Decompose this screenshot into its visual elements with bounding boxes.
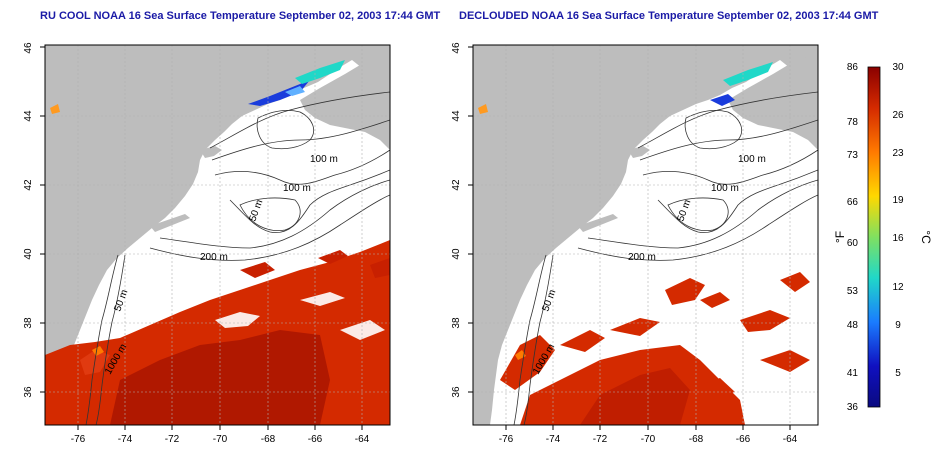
lon-tick-label: -70 xyxy=(213,434,228,445)
fahrenheit-unit: °F xyxy=(833,231,847,243)
lon-tick-label: -74 xyxy=(118,434,133,445)
lat-tick-marks xyxy=(468,46,473,393)
lon-tick-label: -70 xyxy=(641,434,656,445)
bathymetry-contours xyxy=(85,91,390,425)
lat-tick-label: 42 xyxy=(451,179,462,191)
f-tick-label: 60 xyxy=(847,238,859,249)
c-tick-label: 23 xyxy=(892,148,904,159)
lat-tick-label: 38 xyxy=(451,317,462,329)
contour-label: 100 m xyxy=(711,183,739,194)
lat-tick-label: 46 xyxy=(23,42,34,54)
gulf-of-maine-cold-water xyxy=(248,60,345,106)
right-panel-title: DECLOUDED NOAA 16 Sea Surface Temperatur… xyxy=(459,10,879,22)
nova-scotia xyxy=(300,54,390,150)
graticule xyxy=(45,45,390,425)
f-tick-label: 78 xyxy=(847,117,859,128)
lat-tick-label: 40 xyxy=(451,248,462,260)
raw-sst-map: 100 m 100 m 50 m 200 m 50 m 1000 m -76 -… xyxy=(23,42,391,445)
f-tick-label: 53 xyxy=(847,286,859,297)
contour-label: 100 m xyxy=(310,154,338,165)
long-island xyxy=(150,214,190,232)
lat-tick-label: 40 xyxy=(23,248,34,260)
lat-tick-label: 38 xyxy=(23,317,34,329)
warm-speck xyxy=(50,104,60,114)
contour-label: 100 m xyxy=(283,183,311,194)
land-mass xyxy=(473,45,818,425)
map-frame xyxy=(44,44,391,426)
c-tick-label: 5 xyxy=(895,368,901,379)
c-tick-label: 26 xyxy=(892,110,904,121)
lon-tick-label: -68 xyxy=(261,434,276,445)
colorbar-gradient xyxy=(867,66,881,408)
f-tick-label: 36 xyxy=(847,402,859,413)
graticule xyxy=(473,45,818,425)
celsius-unit: °C xyxy=(919,230,933,244)
f-tick-label: 48 xyxy=(847,320,859,331)
lat-tick-label: 44 xyxy=(451,110,462,122)
lon-tick-label: -74 xyxy=(546,434,561,445)
lon-tick-label: -64 xyxy=(783,434,798,445)
f-tick-label: 41 xyxy=(847,368,859,379)
land-mass xyxy=(45,45,390,425)
lon-tick-label: -66 xyxy=(736,434,751,445)
c-tick-label: 16 xyxy=(892,233,904,244)
contour-label: 200 m xyxy=(628,252,656,263)
gulf-of-maine-cold-water xyxy=(710,62,773,106)
fahrenheit-ticks: 86 78 73 66 60 53 48 41 36 xyxy=(847,62,859,413)
left-panel-title: RU COOL NOAA 16 Sea Surface Temperature … xyxy=(40,10,441,22)
map-frame xyxy=(472,44,819,426)
c-tick-label: 30 xyxy=(892,62,904,73)
c-tick-label: 9 xyxy=(895,320,901,331)
lon-tick-marks xyxy=(77,425,363,430)
celsius-ticks: 30 26 23 19 16 12 9 5 xyxy=(892,62,904,379)
lon-tick-label: -76 xyxy=(499,434,514,445)
lon-tick-label: -76 xyxy=(71,434,86,445)
lat-tick-label: 36 xyxy=(23,386,34,398)
cape-cod xyxy=(200,146,222,158)
long-island xyxy=(578,214,618,232)
f-tick-label: 86 xyxy=(847,62,859,73)
contour-label: 200 m xyxy=(200,252,228,263)
cape-cod xyxy=(628,146,650,158)
f-tick-label: 73 xyxy=(847,150,859,161)
lon-tick-label: -68 xyxy=(689,434,704,445)
lat-axis: 36 38 40 42 44 46 xyxy=(23,42,34,398)
lat-tick-label: 46 xyxy=(451,42,462,54)
temperature-colorbar: 86 78 73 66 60 53 48 41 36 30 26 23 19 1… xyxy=(833,62,933,413)
lat-tick-label: 36 xyxy=(451,386,462,398)
lon-tick-label: -64 xyxy=(355,434,370,445)
sst-patches xyxy=(500,272,810,425)
lon-tick-label: -72 xyxy=(593,434,608,445)
f-tick-label: 66 xyxy=(847,197,859,208)
lat-axis: 36 38 40 42 44 46 xyxy=(451,42,462,398)
warm-speck xyxy=(478,104,488,114)
c-tick-label: 19 xyxy=(892,195,904,206)
lon-tick-label: -66 xyxy=(308,434,323,445)
lon-axis: -76 -74 -72 -70 -68 -66 -64 xyxy=(71,434,370,445)
lon-axis: -76 -74 -72 -70 -68 -66 -64 xyxy=(499,434,798,445)
bathymetry-contours xyxy=(513,91,818,425)
lon-tick-marks xyxy=(505,425,791,430)
declouded-sst-map: 100 m 100 m 50 m 200 m 50 m 1000 m -76 -… xyxy=(451,42,819,445)
nova-scotia xyxy=(728,54,818,150)
lat-tick-marks xyxy=(40,46,45,393)
lat-tick-label: 44 xyxy=(23,110,34,122)
contour-label: 100 m xyxy=(738,154,766,165)
lon-tick-label: -72 xyxy=(165,434,180,445)
c-tick-label: 12 xyxy=(892,282,904,293)
lat-tick-label: 42 xyxy=(23,179,34,191)
